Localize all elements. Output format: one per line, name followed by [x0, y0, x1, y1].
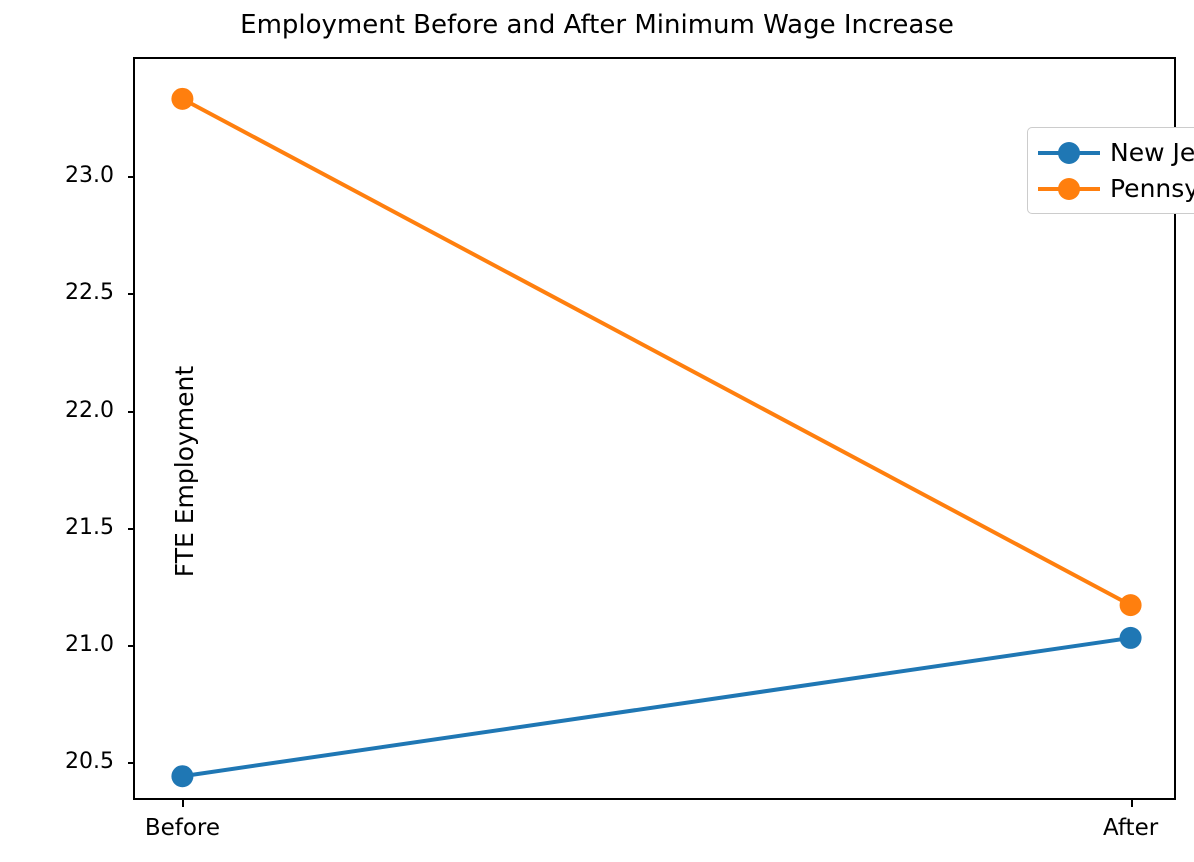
legend-marker-icon-new-jersey	[1038, 141, 1100, 165]
chart-title: Employment Before and After Minimum Wage…	[240, 10, 954, 40]
data-point-pennsylvania-after[interactable]	[1119, 594, 1142, 617]
x-tick-label-before: Before	[144, 815, 221, 841]
legend-label-new-jersey: New Jersey	[1110, 138, 1194, 167]
legend-marker-icon-pennsylvania	[1038, 177, 1100, 201]
x-tick-mark-1	[1130, 800, 1133, 807]
legend-label-pennsylvania: Pennsylvania	[1110, 174, 1194, 203]
y-tick-mark-0	[128, 762, 135, 765]
plot-lines-svg	[171, 87, 1142, 788]
y-tick-mark-1	[128, 644, 135, 647]
legend-dot-pennsylvania	[1058, 178, 1080, 200]
legend-dot-new-jersey	[1058, 142, 1080, 164]
data-point-pennsylvania-before[interactable]	[171, 87, 194, 110]
data-point-new-jersey-before[interactable]	[171, 765, 194, 788]
y-tick-label-0: 20.5	[65, 749, 114, 775]
y-tick-label-3: 22.0	[65, 397, 114, 423]
plot-area: FTE Employment 20.5 21.0 21.5 22.0 22.5 …	[65, 57, 1194, 841]
y-tick-label-4: 22.5	[65, 280, 114, 306]
chart-legend[interactable]: New Jersey Pennsylvania	[1027, 127, 1194, 214]
data-point-new-jersey-after[interactable]	[1119, 626, 1142, 649]
y-tick-label-2: 21.5	[65, 514, 114, 540]
series-line-pennsylvania	[180, 96, 1133, 608]
y-tick-mark-3	[128, 410, 135, 413]
x-tick-mark-0	[182, 800, 185, 807]
y-tick-label-5: 23.0	[65, 163, 114, 189]
legend-item-pennsylvania[interactable]: Pennsylvania	[1038, 171, 1194, 207]
y-tick-mark-4	[128, 293, 135, 296]
y-tick-label-1: 21.0	[65, 631, 114, 657]
x-tick-label-after: After	[1102, 815, 1159, 841]
y-tick-mark-5	[128, 176, 135, 179]
legend-item-new-jersey[interactable]: New Jersey	[1038, 135, 1194, 171]
y-tick-mark-2	[128, 527, 135, 530]
series-line-new-jersey	[180, 635, 1133, 779]
